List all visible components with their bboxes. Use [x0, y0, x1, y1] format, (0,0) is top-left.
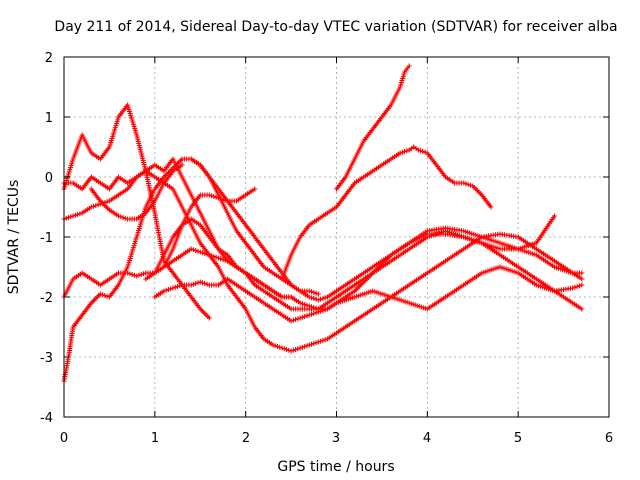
y-axis-title: SDTVAR / TECUs — [6, 180, 22, 295]
x-tick-label: 5 — [514, 431, 522, 446]
series-sat-d — [61, 156, 321, 384]
series-markers — [161, 186, 258, 270]
series-sat-g — [152, 231, 585, 324]
series-sat-j — [334, 63, 412, 192]
x-tick-label: 0 — [60, 431, 68, 446]
grid — [64, 57, 609, 417]
y-tick-label: -4 — [40, 411, 53, 426]
x-tick-label: 3 — [332, 431, 340, 446]
series-markers — [152, 231, 585, 324]
series-markers — [88, 162, 185, 222]
series-sat-l — [161, 186, 258, 270]
x-tick-label: 6 — [605, 431, 613, 446]
series-markers — [334, 63, 412, 192]
series-markers — [188, 156, 557, 303]
series-sat-k — [88, 162, 185, 222]
y-tick-label: -1 — [40, 231, 53, 246]
series-sat-i — [279, 144, 494, 282]
series-markers — [143, 216, 585, 312]
y-tick-label: -2 — [40, 291, 53, 306]
series-sat-e — [61, 168, 585, 354]
y-tick-label: 1 — [45, 111, 53, 126]
x-tick-label: 4 — [423, 431, 431, 446]
chart-title: Day 211 of 2014, Sidereal Day-to-day VTE… — [54, 19, 617, 35]
series-line — [63, 170, 583, 352]
x-axis-title: GPS time / hours — [277, 459, 394, 475]
y-tick-label: 0 — [45, 171, 53, 186]
x-tick-label: 2 — [242, 431, 250, 446]
series-layer — [61, 63, 585, 384]
y-tick-label: 2 — [45, 51, 53, 66]
y-tick-label: -3 — [40, 351, 53, 366]
series-markers — [279, 144, 494, 282]
y-tick-labels: -4 -3 -2 -1 0 1 2 — [40, 51, 53, 426]
series-sat-h — [188, 156, 557, 303]
x-tick-label: 1 — [151, 431, 159, 446]
series-sat-f — [143, 216, 585, 312]
axis-ticks — [63, 56, 610, 418]
x-tick-labels: 0 1 2 3 4 5 6 — [60, 431, 613, 446]
